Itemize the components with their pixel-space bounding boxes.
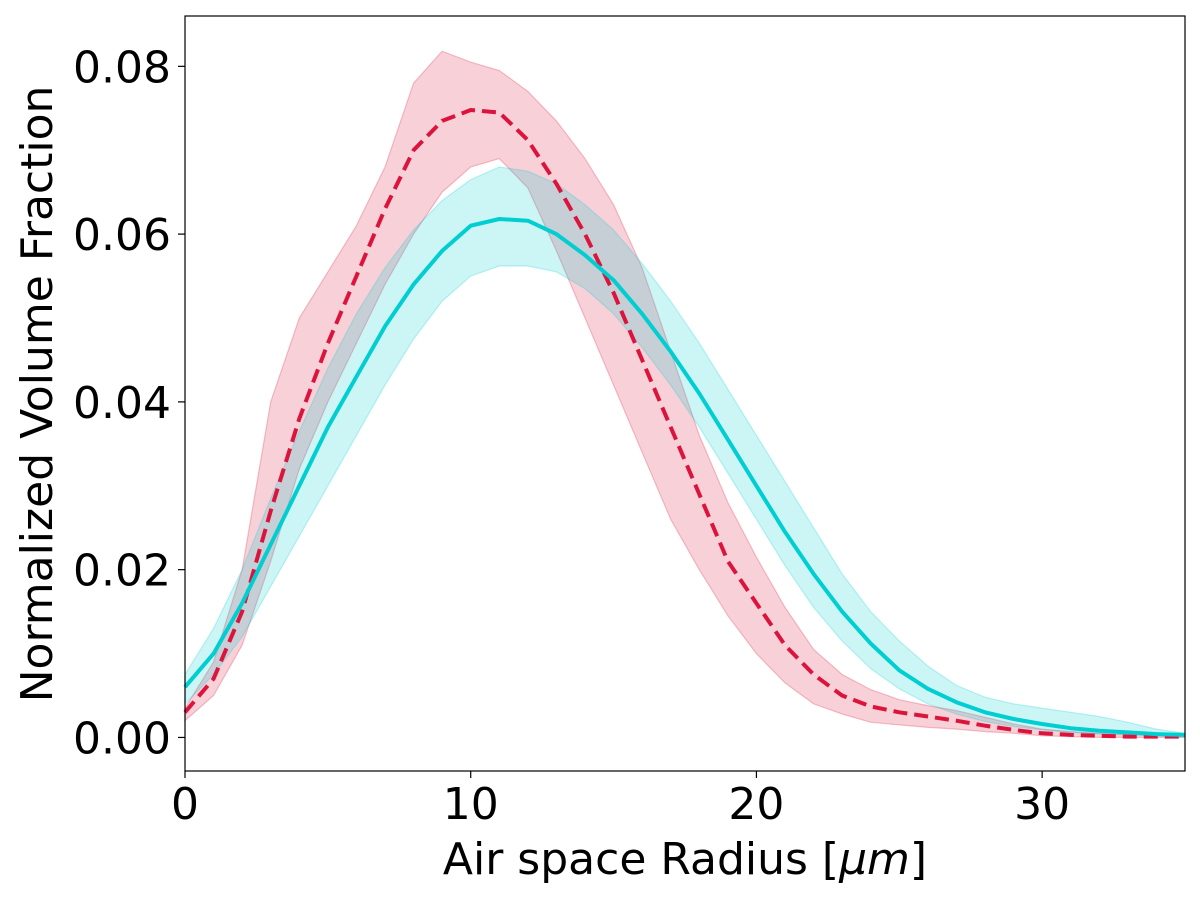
x-axis-label-unit: μm (838, 834, 910, 885)
y-tick-label: 0.08 (73, 42, 171, 93)
x-tick-label: 20 (728, 779, 784, 830)
y-tick-label: 0.06 (73, 210, 171, 261)
y-tick-layer: 0.00 0.02 0.04 0.06 0.08 (73, 42, 185, 764)
x-tick-label: 30 (1014, 779, 1070, 830)
x-tick-layer: 0 10 20 30 (171, 771, 1070, 830)
y-tick-label: 0.02 (73, 546, 171, 597)
plot-frame (184, 15, 1186, 772)
x-tick-label: 0 (171, 779, 199, 830)
x-axis-label: Air space Radius [μm] (443, 834, 927, 885)
series-2-line (183, 217, 1186, 737)
series-1-line (183, 108, 1185, 739)
line-layer (183, 108, 1186, 739)
y-tick-label: 0.04 (73, 378, 171, 429)
y-tick-label: 0.00 (73, 713, 171, 764)
x-tick-label: 10 (443, 779, 499, 830)
y-axis-label: Normalized Volume Fraction (12, 86, 63, 703)
x-axis-label-close: ] (910, 834, 927, 885)
x-axis-label-text: Air space Radius [ (443, 834, 839, 885)
